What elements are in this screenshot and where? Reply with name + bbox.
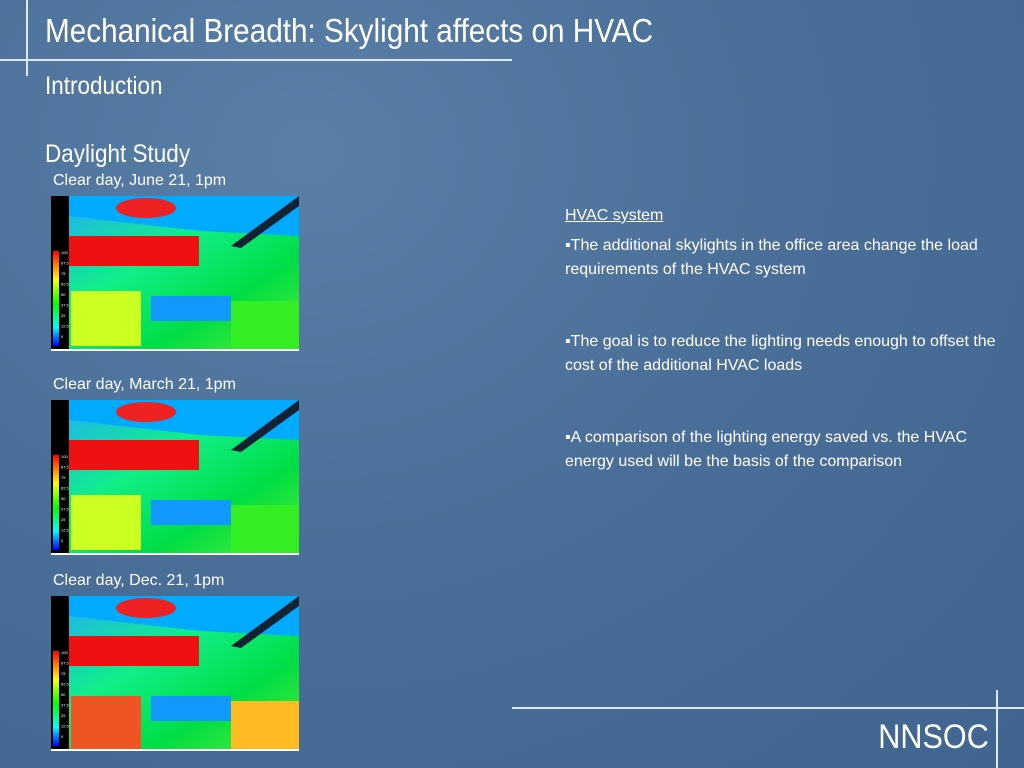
bullet-text: A comparison of the lighting energy save… bbox=[565, 429, 968, 470]
bullet-text: The additional skylights in the office a… bbox=[565, 237, 978, 278]
scale-label: 0 bbox=[61, 734, 64, 739]
caption: Clear day, June 21, 1pm bbox=[53, 172, 227, 189]
caption: Clear day, March 21, 1pm bbox=[53, 376, 236, 393]
scale-label: 50 bbox=[61, 692, 66, 697]
scale-label: 0 bbox=[61, 538, 64, 543]
footer: NNSOC bbox=[878, 718, 989, 756]
rule bbox=[996, 690, 998, 768]
section-title: Daylight Study bbox=[45, 140, 191, 168]
scale-label: 100 bbox=[61, 454, 68, 459]
rendering: 100 87.5 75 62.5 50 37.5 25 12.5 0 bbox=[51, 196, 299, 351]
scale-label: 37.5 bbox=[61, 303, 70, 308]
scale-label: 0 bbox=[61, 334, 64, 339]
title: Mechanical Breadth: Skylight affects on … bbox=[45, 12, 654, 49]
scale-label: 50 bbox=[61, 292, 66, 297]
scale-label: 75 bbox=[61, 671, 66, 676]
scale-label: 87.5 bbox=[61, 465, 70, 470]
scale-label: 100 bbox=[61, 250, 68, 255]
scale-label: 12.5 bbox=[61, 324, 70, 329]
bullet-text: The goal is to reduce the lighting needs… bbox=[565, 333, 996, 374]
scale-label: 25 bbox=[61, 517, 66, 522]
subtitle: Introduction bbox=[45, 72, 163, 100]
caption: Clear day, Dec. 21, 1pm bbox=[53, 572, 225, 589]
rule bbox=[0, 59, 512, 61]
bullet: ▪The additional skylights in the office … bbox=[565, 237, 978, 278]
bullet: ▪A comparison of the lighting energy sav… bbox=[565, 429, 968, 470]
scale-label: 75 bbox=[61, 475, 66, 480]
scale-label: 37.5 bbox=[61, 507, 70, 512]
rule bbox=[26, 0, 28, 76]
scale-label: 25 bbox=[61, 313, 66, 318]
rendering: 100 87.5 75 62.5 50 37.5 25 12.5 0 bbox=[51, 400, 299, 555]
scale-label: 50 bbox=[61, 496, 66, 501]
scale-label: 100 bbox=[61, 650, 68, 655]
scale-label: 87.5 bbox=[61, 261, 70, 266]
scale-label: 62.5 bbox=[61, 486, 70, 491]
scale-label: 12.5 bbox=[61, 528, 70, 533]
scale-label: 75 bbox=[61, 271, 66, 276]
scale-label: 25 bbox=[61, 713, 66, 718]
hvac-text: HVAC system ▪The additional skylights in… bbox=[565, 204, 1015, 522]
heading: HVAC system bbox=[565, 207, 664, 224]
rule bbox=[512, 707, 1024, 709]
scale-label: 37.5 bbox=[61, 703, 70, 708]
rendering: 100 87.5 75 62.5 50 37.5 25 12.5 0 bbox=[51, 596, 299, 751]
scale-label: 62.5 bbox=[61, 682, 70, 687]
scale-label: 62.5 bbox=[61, 282, 70, 287]
scale-label: 12.5 bbox=[61, 724, 70, 729]
scale-label: 87.5 bbox=[61, 661, 70, 666]
bullet: ▪The goal is to reduce the lighting need… bbox=[565, 333, 996, 374]
